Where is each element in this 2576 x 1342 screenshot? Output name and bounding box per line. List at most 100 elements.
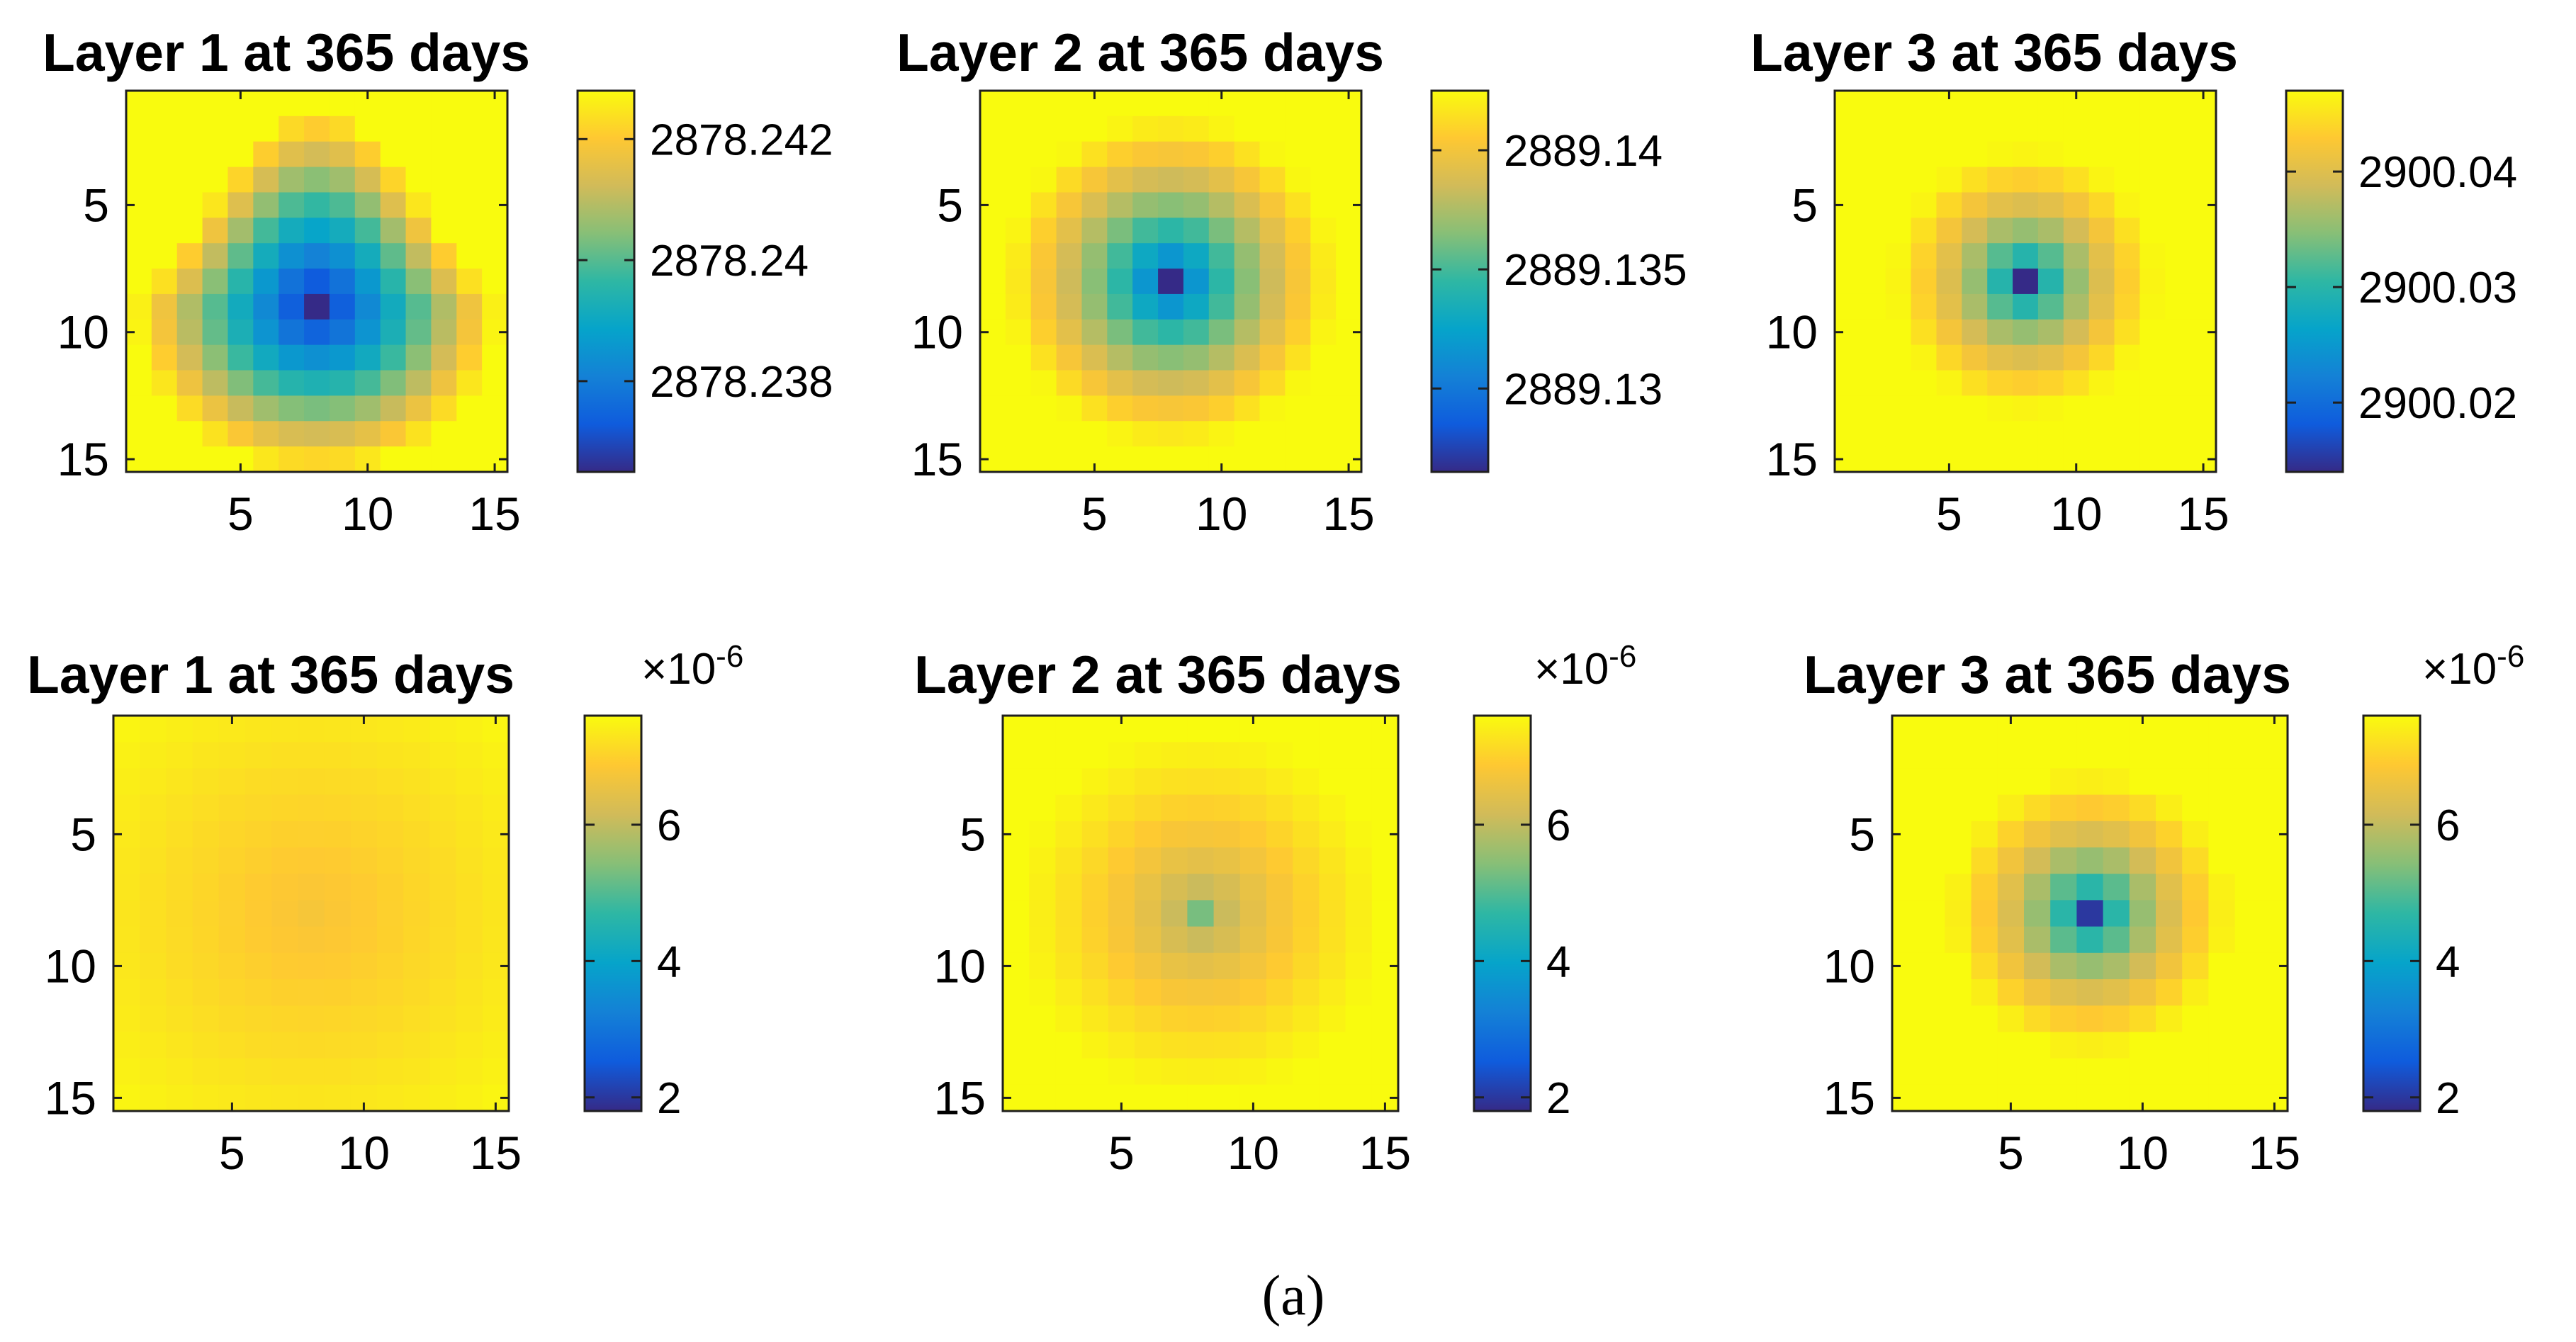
heatmap-cell xyxy=(1259,115,1286,142)
heatmap-cell xyxy=(1239,794,1267,822)
heatmap-cell xyxy=(1107,421,1133,447)
heatmap-cell xyxy=(1003,1005,1030,1032)
heatmap-cell xyxy=(271,847,298,874)
heatmap-cell xyxy=(2024,952,2051,980)
heatmap-cell xyxy=(1029,794,1056,822)
axis-tick-marks xyxy=(1892,716,2288,1111)
heatmap-cell xyxy=(2114,395,2140,422)
heatmap-cell xyxy=(456,91,483,117)
heatmap-cell xyxy=(1997,847,2025,874)
heatmap-cell xyxy=(1945,900,1972,927)
heatmap-cell xyxy=(2076,847,2104,874)
y-tick-label: 15 xyxy=(57,433,109,485)
heatmap-cell xyxy=(245,926,272,954)
heatmap-cell xyxy=(456,293,483,320)
heatmap-cell xyxy=(1266,952,1293,980)
heatmap-cell xyxy=(1108,874,1135,901)
heatmap-cell xyxy=(405,344,432,371)
heatmap-cell xyxy=(1962,243,1988,269)
heatmap-cell xyxy=(140,742,167,769)
heatmap-cell xyxy=(1860,167,1886,193)
heatmap-cell xyxy=(2208,1084,2236,1112)
heatmap-cell xyxy=(403,742,430,769)
heatmap-cell xyxy=(2182,847,2209,874)
heatmap-cell xyxy=(2156,1084,2183,1112)
heatmap-cell xyxy=(1310,115,1337,142)
heatmap-cell xyxy=(405,293,432,320)
heatmap-cell xyxy=(2261,768,2288,796)
heatmap-cell xyxy=(2050,847,2077,874)
heatmap-cell xyxy=(279,115,305,142)
heatmap-cell xyxy=(1161,794,1188,822)
heatmap-cell xyxy=(2182,1058,2209,1086)
heatmap-cell xyxy=(2114,167,2140,193)
heatmap-cell xyxy=(329,192,356,218)
heatmap-cell xyxy=(1371,847,1399,874)
heatmap-cell xyxy=(456,192,483,218)
heatmap-cell xyxy=(1005,319,1032,346)
heatmap-cell xyxy=(1293,768,1320,796)
colorbar-tick-label: 6 xyxy=(1546,801,1570,850)
heatmap-cell xyxy=(1055,1032,1083,1059)
heatmap-cell xyxy=(1371,874,1399,901)
heatmap-cell xyxy=(2063,218,2090,244)
heatmap-cell xyxy=(380,243,407,269)
heatmap-cell xyxy=(1860,370,1886,396)
heatmap-cell xyxy=(1860,319,1886,346)
heatmap-cell xyxy=(1293,900,1320,927)
heatmap-cell xyxy=(1234,319,1261,346)
heatmap-cell xyxy=(1285,91,1311,117)
heatmap-cell xyxy=(1345,716,1373,743)
heatmap-cell xyxy=(2088,293,2115,320)
heatmap-cell xyxy=(2156,900,2183,927)
heatmap-cell xyxy=(2013,115,2039,142)
heatmap-cell xyxy=(1108,847,1135,874)
heatmap-cell xyxy=(1161,979,1188,1006)
heatmap-cell xyxy=(377,926,404,954)
heatmap-cell xyxy=(2024,874,2051,901)
heatmap-cell xyxy=(405,167,432,193)
heatmap-cell xyxy=(2234,1032,2262,1059)
heatmap-cell xyxy=(1055,742,1083,769)
heatmap-cell xyxy=(429,952,457,980)
heatmap-cell xyxy=(482,742,510,769)
heatmap-cell xyxy=(1962,218,1988,244)
heatmap-cell xyxy=(482,243,508,269)
heatmap-cell xyxy=(2063,167,2090,193)
heatmap-cell xyxy=(431,446,457,473)
heatmap-cell xyxy=(227,115,254,142)
plot-frame xyxy=(1001,714,1400,1112)
heatmap-cell xyxy=(1005,192,1032,218)
heatmap-cell xyxy=(1971,874,1998,901)
heatmap-cell xyxy=(1132,115,1159,142)
heatmap-cell xyxy=(1003,900,1030,927)
heatmap-cell xyxy=(1234,446,1261,473)
heatmap-cell xyxy=(2234,926,2262,954)
heatmap-cell xyxy=(245,1032,272,1059)
heatmap-cell xyxy=(1208,344,1235,371)
panel-title: Layer 1 at 365 days xyxy=(43,23,530,82)
panel-title: Layer 2 at 365 days xyxy=(914,645,1402,704)
axis-tick-marks xyxy=(980,91,1361,472)
heatmap-cell xyxy=(279,141,305,168)
heatmap-cell xyxy=(1029,900,1056,927)
heatmap-cell xyxy=(2024,1084,2051,1112)
heatmap-cell xyxy=(1132,319,1159,346)
heatmap-cell xyxy=(405,91,432,117)
heatmap-cell xyxy=(377,821,404,848)
heatmap-cell xyxy=(253,446,279,473)
heatmap-cell xyxy=(166,952,193,980)
heatmap-cell xyxy=(2037,269,2064,295)
heatmap-cell xyxy=(218,794,246,822)
heatmap-cell xyxy=(1029,874,1056,901)
heatmap-cell xyxy=(2139,243,2166,269)
heatmap-cell xyxy=(1003,926,1030,954)
heatmap-cell xyxy=(2088,91,2115,117)
heatmap-cell xyxy=(380,293,407,320)
colorbar-tick-label: 2900.02 xyxy=(2358,379,2517,428)
x-tick-label: 15 xyxy=(2249,1127,2300,1179)
heatmap-cell xyxy=(456,874,483,901)
heatmap-cell xyxy=(1107,115,1133,142)
heatmap-cell xyxy=(1892,1058,1919,1086)
heatmap-cell xyxy=(176,446,203,473)
